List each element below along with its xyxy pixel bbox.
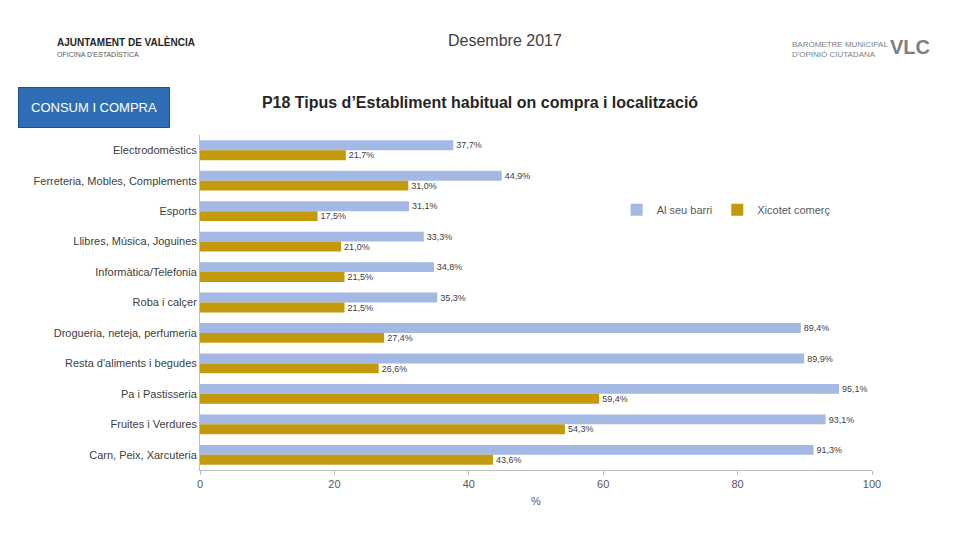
svg-text:Informàtica/Telefonia: Informàtica/Telefonia	[95, 266, 197, 278]
svg-text:26,6%: 26,6%	[382, 364, 408, 374]
svg-text:Carn, Peix, Xarcuteria: Carn, Peix, Xarcuteria	[89, 449, 197, 461]
svg-text:VLC: VLC	[890, 36, 930, 58]
svg-text:89,4%: 89,4%	[804, 323, 829, 333]
svg-text:%: %	[531, 495, 541, 507]
svg-text:Llibres, Música, Joguines: Llibres, Música, Joguines	[73, 235, 197, 247]
svg-text:100: 100	[863, 478, 881, 490]
svg-text:Drogueria, neteja, perfumeria: Drogueria, neteja, perfumeria	[54, 327, 198, 339]
svg-text:Ferreteria, Mobles, Complement: Ferreteria, Mobles, Complements	[34, 175, 198, 187]
svg-text:OFICINA D'ESTADÍSTICA: OFICINA D'ESTADÍSTICA	[57, 50, 139, 58]
svg-text:21,5%: 21,5%	[347, 272, 372, 282]
svg-text:BARÒMETRE MUNICIPAL: BARÒMETRE MUNICIPAL	[792, 40, 888, 49]
svg-text:33,3%: 33,3%	[427, 232, 453, 242]
svg-text:Pa i Pastisseria: Pa i Pastisseria	[121, 388, 198, 400]
svg-text:Xicotet comerç: Xicotet comerç	[757, 204, 830, 216]
svg-text:35,3%: 35,3%	[440, 293, 466, 303]
svg-text:Al seu barri: Al seu barri	[657, 204, 713, 216]
svg-text:93,1%: 93,1%	[829, 415, 855, 425]
svg-text:21,7%: 21,7%	[349, 150, 375, 160]
svg-text:95,1%: 95,1%	[842, 384, 867, 394]
svg-text:80: 80	[731, 478, 743, 490]
svg-text:17,5%: 17,5%	[321, 211, 346, 221]
svg-text:20: 20	[328, 478, 340, 490]
svg-text:Electrodomèstics: Electrodomèstics	[113, 144, 197, 156]
svg-text:43,6%: 43,6%	[496, 455, 522, 465]
svg-text:31,0%: 31,0%	[411, 181, 437, 191]
svg-text:Resta d'aliments i begudes: Resta d'aliments i begudes	[65, 357, 197, 369]
svg-text:91,3%: 91,3%	[817, 445, 842, 455]
svg-text:P18 Tipus d’Establiment habitu: P18 Tipus d’Establiment habitual on comp…	[262, 94, 698, 111]
svg-text:0: 0	[197, 478, 203, 490]
svg-text:31,1%: 31,1%	[412, 201, 438, 211]
svg-text:Desembre 2017: Desembre 2017	[448, 32, 562, 49]
svg-text:D'OPINIÓ CIUTADANA: D'OPINIÓ CIUTADANA	[792, 50, 876, 59]
svg-text:AJUNTAMENT DE VALÈNCIA: AJUNTAMENT DE VALÈNCIA	[57, 36, 195, 48]
svg-text:21,0%: 21,0%	[344, 242, 370, 252]
svg-text:34,8%: 34,8%	[437, 262, 463, 272]
svg-text:37,7%: 37,7%	[456, 140, 482, 150]
svg-text:CONSUM I COMPRA: CONSUM I COMPRA	[31, 100, 157, 115]
svg-text:Fruites i Verdures: Fruites i Verdures	[111, 418, 198, 430]
svg-text:Esports: Esports	[160, 205, 198, 217]
svg-text:54,3%: 54,3%	[568, 424, 594, 434]
svg-text:Roba i calçer: Roba i calçer	[133, 296, 198, 308]
svg-text:60: 60	[597, 478, 609, 490]
svg-text:59,4%: 59,4%	[602, 394, 628, 404]
svg-text:21,5%: 21,5%	[347, 303, 373, 313]
svg-text:27,4%: 27,4%	[387, 333, 413, 343]
svg-text:89,9%: 89,9%	[807, 354, 833, 364]
svg-text:40: 40	[463, 478, 475, 490]
svg-text:44,9%: 44,9%	[505, 171, 531, 181]
